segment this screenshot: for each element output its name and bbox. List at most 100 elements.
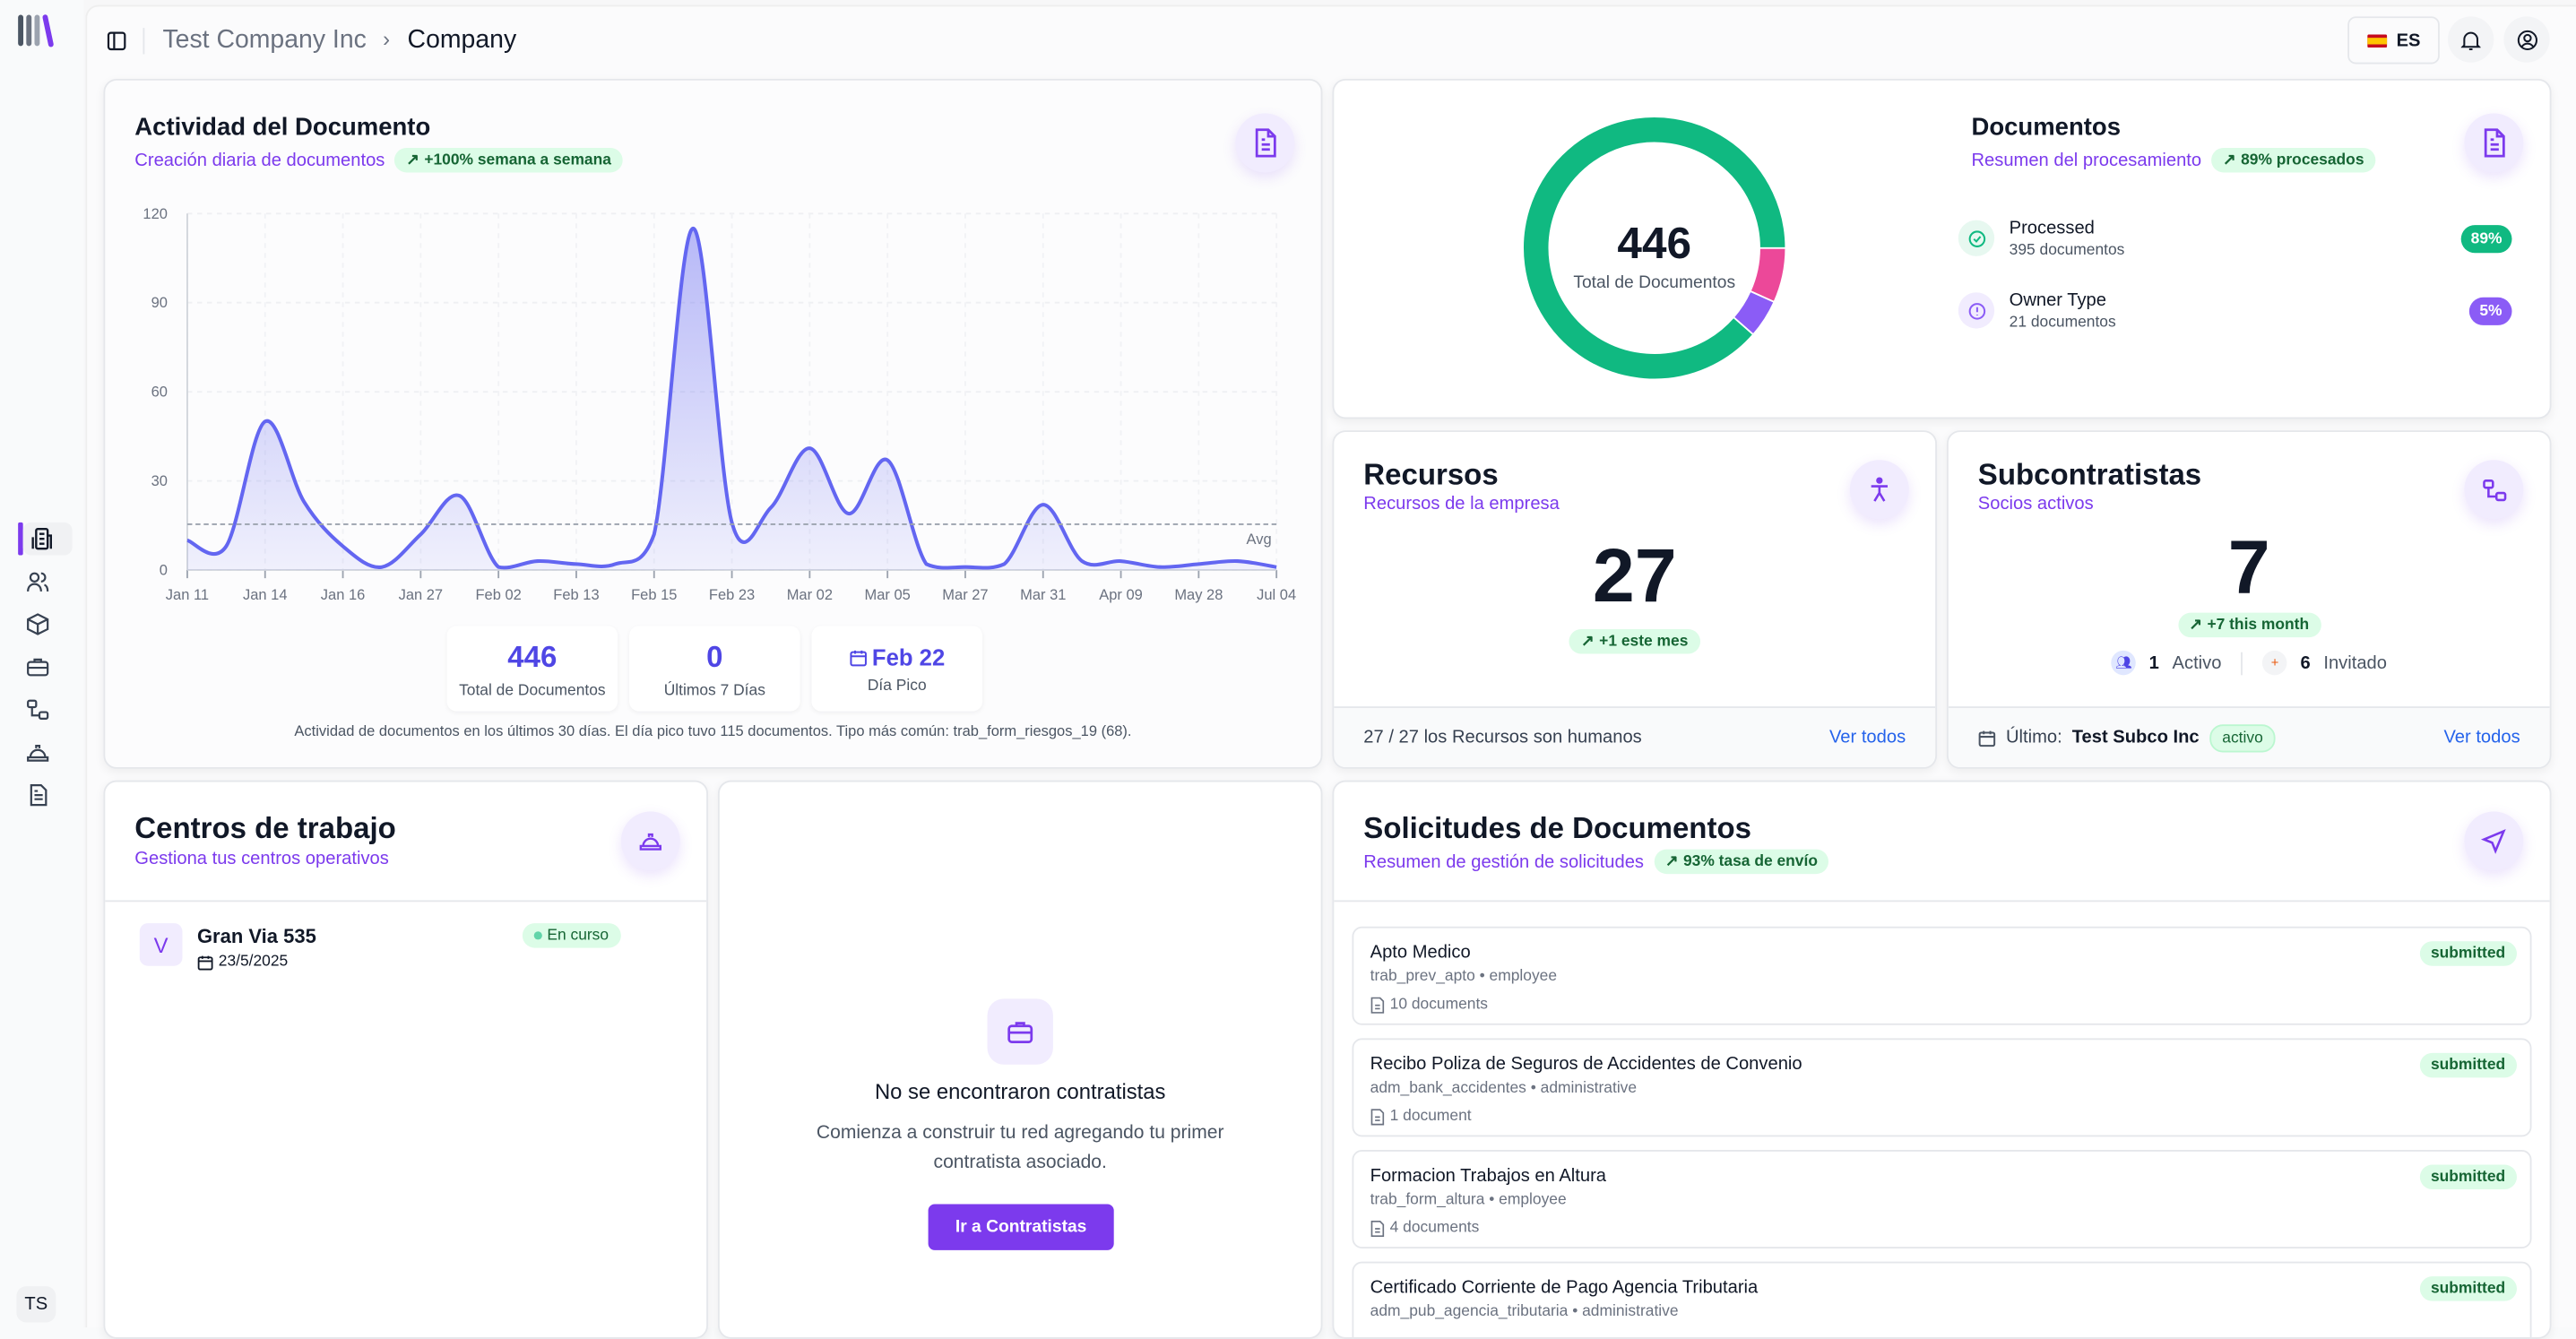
sidebar-toggle-icon[interactable] bbox=[107, 31, 126, 51]
legend-count: 395 documentos bbox=[2009, 240, 2125, 259]
user-avatar[interactable]: TS bbox=[16, 1286, 56, 1323]
y-tick-label: 0 bbox=[160, 563, 168, 579]
sidebar-item-contractors[interactable] bbox=[23, 652, 53, 682]
file-icon bbox=[1370, 996, 1385, 1013]
hard-hat-icon bbox=[639, 833, 662, 851]
sidebar-item-subcontractors[interactable] bbox=[23, 695, 53, 724]
divider bbox=[1334, 900, 2550, 903]
card-title: Actividad del Documento bbox=[134, 113, 431, 142]
sidebar-item-products[interactable] bbox=[23, 609, 53, 639]
card-subtitle: Resumen del procesamiento ↗ 89% procesados bbox=[1971, 147, 2376, 173]
document-icon-button[interactable] bbox=[2464, 113, 2524, 173]
x-tick-label: Jan 14 bbox=[243, 587, 288, 603]
request-meta: adm_bank_accidentes • administrative bbox=[1370, 1079, 1638, 1098]
status-badge: submitted bbox=[2419, 1052, 2518, 1078]
sidebar-item-workcenters[interactable] bbox=[23, 738, 53, 767]
sidebar-item-documents[interactable] bbox=[23, 781, 53, 810]
card-subtitle: Gestiona tus centros operativos bbox=[134, 849, 389, 869]
card-subtitle: Recursos de la empresa bbox=[1363, 494, 1560, 514]
user-circle-icon bbox=[2516, 29, 2537, 50]
trend-up-icon: ↗ bbox=[1581, 632, 1595, 651]
invited-count: 6 bbox=[2300, 652, 2311, 673]
file-text-icon bbox=[2484, 128, 2505, 158]
count-text: 10 documents bbox=[1389, 995, 1489, 1014]
activity-footnote: Actividad de documentos en los últimos 3… bbox=[294, 722, 1132, 739]
send-icon-button[interactable] bbox=[2464, 811, 2524, 871]
subtitle-text: Resumen de gestión de solicitudes bbox=[1363, 851, 1645, 872]
x-tick-label: Mar 31 bbox=[1020, 587, 1066, 603]
user-plus-icon: + bbox=[2262, 650, 2287, 676]
send-icon bbox=[2480, 829, 2506, 854]
file-icon bbox=[1370, 1220, 1385, 1237]
request-title: Apto Medico bbox=[1370, 943, 1471, 963]
count-text: 4 documents bbox=[1389, 1219, 1480, 1238]
subcontractor-status-summary: 👥︎ 1 Activo + 6 Invitado bbox=[1949, 650, 2550, 676]
x-tick-label: Feb 15 bbox=[631, 587, 677, 603]
card-title: Centros de trabajo bbox=[134, 811, 396, 845]
document-icon-button[interactable] bbox=[1235, 113, 1295, 173]
last-label: Último: bbox=[2005, 727, 2062, 747]
user-menu-button[interactable] bbox=[2503, 16, 2550, 63]
sidebar: TS bbox=[0, 0, 84, 1327]
status-badge: En curso bbox=[522, 923, 620, 948]
calendar-icon bbox=[1978, 730, 1996, 747]
workcenters-card: Centros de trabajo Gestiona tus centros … bbox=[103, 780, 708, 1339]
document-activity-card: Actividad del Documento Creación diaria … bbox=[103, 78, 1323, 769]
count-text: 1 document bbox=[1389, 1107, 1472, 1126]
contractors-empty-card: No se encontraron contratistas Comienza … bbox=[717, 780, 1323, 1339]
workcenter-item[interactable]: V Gran Via 535 23/5/2025 En curso bbox=[105, 900, 706, 982]
users-icon: 👥︎ bbox=[2111, 650, 2136, 676]
invited-label: Invitado bbox=[2323, 652, 2387, 673]
hard-hat-icon bbox=[27, 745, 49, 762]
briefcase-icon bbox=[987, 998, 1053, 1065]
request-item[interactable]: Certificado Corriente de Pago Agencia Tr… bbox=[1352, 1261, 2532, 1337]
trend-up-icon: ↗ bbox=[1664, 852, 1679, 871]
status-badge: submitted bbox=[2419, 1276, 2518, 1301]
view-all-resources-link[interactable]: Ver todos bbox=[1828, 727, 1906, 747]
workflow-icon-button[interactable] bbox=[2464, 460, 2524, 520]
file-text-icon bbox=[30, 784, 48, 807]
x-tick-label: Apr 09 bbox=[1099, 587, 1143, 603]
breadcrumb-current: Company bbox=[407, 26, 517, 55]
sidebar-item-dashboard[interactable] bbox=[26, 524, 56, 554]
trend-badge: ↗ +1 este mes bbox=[1569, 629, 1700, 654]
empty-title: No se encontraron contratistas bbox=[874, 1079, 1166, 1104]
language-selector[interactable]: ES bbox=[2347, 16, 2440, 65]
y-tick-label: 60 bbox=[151, 384, 168, 401]
badge-text: +100% semana a semana bbox=[424, 151, 611, 169]
main-panel: Test Company Inc › Company ES Actividad … bbox=[85, 4, 2576, 1339]
x-tick-label: Mar 05 bbox=[865, 587, 911, 603]
request-meta: trab_form_altura • employee bbox=[1370, 1190, 1567, 1210]
resources-footer: 27 / 27 los Recursos son humanos Ver todo… bbox=[1334, 706, 1936, 767]
check-circle-icon bbox=[1958, 220, 1995, 256]
status-text: En curso bbox=[547, 926, 609, 945]
breadcrumb-parent[interactable]: Test Company Inc bbox=[162, 26, 367, 55]
request-item[interactable]: Recibo Poliza de Seguros de Accidentes d… bbox=[1352, 1038, 2532, 1137]
go-to-contractors-button[interactable]: Ir a Contratistas bbox=[928, 1204, 1114, 1250]
x-tick-label: Jul 04 bbox=[1257, 587, 1296, 603]
divider bbox=[143, 28, 145, 55]
request-meta: trab_prev_apto • employee bbox=[1370, 967, 1558, 986]
stat-last-7-days: 0 Últimos 7 Días bbox=[629, 626, 800, 712]
hard-hat-icon-button[interactable] bbox=[620, 811, 680, 871]
average-label: Avg bbox=[1247, 531, 1272, 548]
resources-count: 27 bbox=[1592, 531, 1677, 618]
subcontractors-count: 7 bbox=[2227, 523, 2270, 610]
card-subtitle: Socios activos bbox=[1977, 494, 2094, 514]
x-tick-label: May 28 bbox=[1174, 587, 1223, 603]
stat-value: Feb 22 bbox=[871, 644, 946, 670]
status-dot bbox=[533, 931, 542, 940]
logo[interactable] bbox=[16, 13, 56, 49]
workcenter-name: Gran Via 535 bbox=[196, 924, 316, 948]
request-item[interactable]: Formacion Trabajos en Altura trab_form_a… bbox=[1352, 1150, 2532, 1249]
subtitle-text: Resumen del procesamiento bbox=[1971, 150, 2202, 170]
trend-badge: ↗ +100% semana a semana bbox=[394, 147, 623, 173]
request-item[interactable]: Apto Medico trab_prev_apto • employee 10… bbox=[1352, 926, 2532, 1025]
notifications-button[interactable] bbox=[2448, 16, 2494, 63]
divider bbox=[105, 900, 707, 903]
accessibility-icon-button[interactable] bbox=[1849, 460, 1909, 520]
sidebar-item-users[interactable] bbox=[23, 566, 53, 596]
donut-total-label: Total de Documentos bbox=[1573, 272, 1736, 293]
badge-text: +7 this month bbox=[2207, 616, 2310, 635]
view-all-subcontractors-link[interactable]: Ver todos bbox=[2443, 727, 2520, 747]
